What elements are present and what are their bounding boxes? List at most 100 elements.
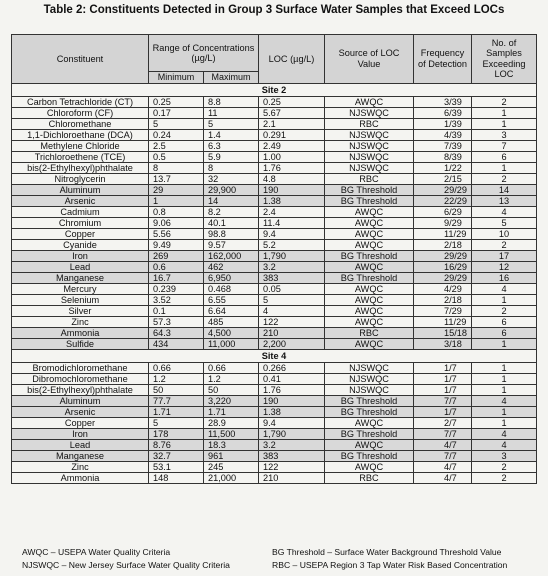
constituent-cell: Mercury	[11, 282, 149, 295]
minimum-cell: 1	[148, 194, 204, 207]
site-header-row: Site 4	[11, 348, 537, 363]
exceeding-cell: 1	[471, 337, 537, 350]
table-row: Silver 0.1 6.64 4 AWQC 7/29 2	[11, 304, 537, 317]
minimum-cell: 3.52	[148, 293, 204, 306]
minimum-cell: 9.49	[148, 238, 204, 251]
loc-cell: 0.25	[258, 95, 325, 108]
exceeding-cell: 14	[471, 183, 537, 196]
frequency-cell: 1/22	[413, 161, 472, 174]
exceeding-cell: 16	[471, 271, 537, 284]
exceeding-cell: 1	[471, 405, 537, 418]
constituent-cell: Copper	[11, 227, 149, 240]
maximum-cell: 6.55	[203, 293, 259, 306]
header-frequency: Frequency of Detection	[413, 34, 472, 84]
maximum-cell: 9.57	[203, 238, 259, 251]
table-title: Table 2: Constituents Detected in Group …	[43, 4, 505, 16]
minimum-cell: 0.8	[148, 205, 204, 218]
table-row: Manganese 16.7 6,950 383 BG Threshold 29/29 16	[11, 271, 537, 284]
table-row: Chloromethane 5 5 2.1 RBC 1/39 1	[11, 117, 537, 130]
loc-cell: 4.8	[258, 172, 325, 185]
exceeding-cell: 2	[471, 304, 537, 317]
loc-cell: 2.49	[258, 139, 325, 152]
minimum-cell: 2.5	[148, 139, 204, 152]
header-minimum: Minimum	[148, 71, 204, 84]
maximum-cell: 485	[203, 315, 259, 328]
loc-cell: 190	[258, 183, 325, 196]
exceeding-cell: 1	[471, 383, 537, 396]
table-row: Aluminum 77.7 3,220 190 BG Threshold 7/7 4	[11, 394, 537, 407]
source-cell: AWQC	[324, 304, 414, 317]
maximum-cell: 21,000	[203, 471, 259, 484]
table-row: Dibromochloromethane 1.2 1.2 0.41 NJSWQC 1/7 1	[11, 372, 537, 385]
frequency-cell: 3/18	[413, 337, 472, 350]
loc-cell: 2.4	[258, 205, 325, 218]
maximum-cell: 32	[203, 172, 259, 185]
exceeding-cell: 1	[471, 161, 537, 174]
legend-rbc: RBC – USEPA Region 3 Tap Water Risk Base…	[272, 560, 508, 570]
loc-cell: 210	[258, 326, 325, 339]
frequency-cell: 11/29	[413, 227, 472, 240]
table-row: Ammonia 148 21,000 210 RBC 4/7 2	[11, 471, 537, 484]
loc-cell: 11.4	[258, 216, 325, 229]
exceeding-cell: 2	[471, 460, 537, 473]
exceeding-cell: 2	[471, 95, 537, 108]
maximum-cell: 5	[203, 117, 259, 130]
frequency-cell: 11/29	[413, 315, 472, 328]
minimum-cell: 5	[148, 117, 204, 130]
minimum-cell: 8.76	[148, 438, 204, 451]
table-row: Arsenic 1 14 1.38 BG Threshold 22/29 13	[11, 194, 537, 207]
constituent-cell: Lead	[11, 260, 149, 273]
minimum-cell: 13.7	[148, 172, 204, 185]
table-row: Mercury 0.239 0.468 0.05 AWQC 4/29 4	[11, 282, 537, 295]
source-cell: AWQC	[324, 438, 414, 451]
table-row: Carbon Tetrachloride (CT) 0.25 8.8 0.25 AWQC…	[11, 95, 537, 108]
maximum-cell: 11	[203, 106, 259, 119]
exceeding-cell: 1	[471, 361, 537, 374]
constituent-cell: Selenium	[11, 293, 149, 306]
minimum-cell: 29	[148, 183, 204, 196]
maximum-cell: 14	[203, 194, 259, 207]
frequency-cell: 22/29	[413, 194, 472, 207]
frequency-cell: 1/7	[413, 383, 472, 396]
frequency-cell: 6/39	[413, 106, 472, 119]
minimum-cell: 0.239	[148, 282, 204, 295]
minimum-cell: 5.56	[148, 227, 204, 240]
constituent-cell: Manganese	[11, 271, 149, 284]
table-row: Ammonia 64.3 4,500 210 RBC 15/18 6	[11, 326, 537, 339]
maximum-cell: 50	[203, 383, 259, 396]
frequency-cell: 4/7	[413, 438, 472, 451]
table-row: Manganese 32.7 961 383 BG Threshold 7/7 3	[11, 449, 537, 462]
source-cell: NJSWQC	[324, 372, 414, 385]
constituents-table: Constituent Range of Concentrations (µg/…	[11, 34, 537, 484]
maximum-cell: 3,220	[203, 394, 259, 407]
minimum-cell: 434	[148, 337, 204, 350]
maximum-cell: 28.9	[203, 416, 259, 429]
constituent-cell: Carbon Tetrachloride (CT)	[11, 95, 149, 108]
source-cell: AWQC	[324, 337, 414, 350]
constituent-cell: Chromium	[11, 216, 149, 229]
source-cell: BG Threshold	[324, 449, 414, 462]
source-cell: NJSWQC	[324, 106, 414, 119]
constituent-cell: Manganese	[11, 449, 149, 462]
source-cell: AWQC	[324, 416, 414, 429]
loc-cell: 383	[258, 449, 325, 462]
table-body: Site 2 Carbon Tetrachloride (CT) 0.25 8.8 0.…	[11, 82, 537, 484]
header-constituent: Constituent	[11, 34, 149, 84]
minimum-cell: 16.7	[148, 271, 204, 284]
exceeding-cell: 12	[471, 260, 537, 273]
frequency-cell: 29/29	[413, 271, 472, 284]
frequency-cell: 1/7	[413, 372, 472, 385]
loc-cell: 5	[258, 293, 325, 306]
minimum-cell: 1.71	[148, 405, 204, 418]
loc-cell: 0.266	[258, 361, 325, 374]
table-row: Copper 5 28.9 9.4 AWQC 2/7 1	[11, 416, 537, 429]
constituent-cell: Iron	[11, 249, 149, 262]
constituent-cell: Methylene Chloride	[11, 139, 149, 152]
header-exceeding: No. of Samples Exceeding LOC	[471, 34, 537, 84]
frequency-cell: 1/7	[413, 361, 472, 374]
table-row: bis(2-Ethylhexyl)phthalate 50 50 1.76 NJSWQC…	[11, 383, 537, 396]
frequency-cell: 7/7	[413, 427, 472, 440]
frequency-cell: 16/29	[413, 260, 472, 273]
frequency-cell: 2/15	[413, 172, 472, 185]
constituent-cell: Aluminum	[11, 183, 149, 196]
